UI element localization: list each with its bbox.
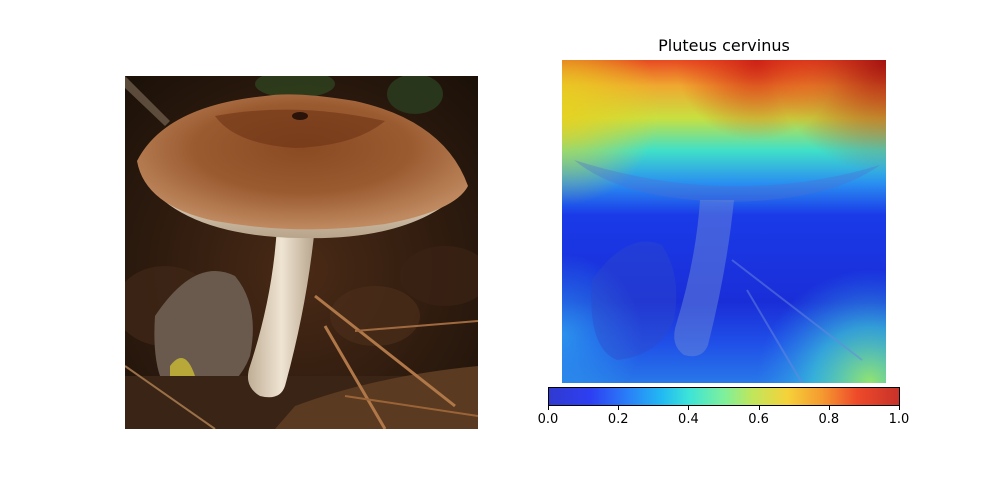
colorbar-tick-mark [618, 406, 620, 410]
colorbar-tick-mark [758, 406, 760, 410]
colorbar-tick-label: 0.4 [678, 412, 699, 427]
heatmap-title: Pluteus cervinus [658, 36, 790, 55]
colorbar-tick-mark [828, 406, 830, 410]
colorbar [548, 387, 900, 406]
heatmap-overlay-image [562, 60, 886, 383]
colorbar-tick-label: 0.6 [748, 412, 769, 427]
mushroom-photo [125, 76, 478, 429]
colorbar-tick-mark [688, 406, 690, 410]
colorbar-tick-label: 0.0 [537, 412, 559, 427]
colorbar-tick-label: 0.2 [607, 412, 629, 427]
colorbar-tick-label: 1.0 [888, 412, 910, 427]
colorbar-tick-mark [899, 406, 900, 410]
colorbar-tick-mark [548, 406, 549, 410]
colorbar-tick-label: 0.8 [818, 412, 840, 427]
